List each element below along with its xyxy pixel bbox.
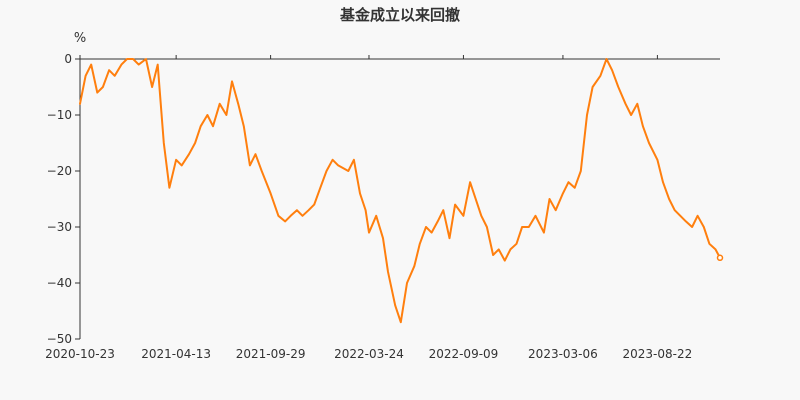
y-tick-label: −10 (47, 108, 72, 122)
x-tick-label: 2022-09-09 (429, 347, 499, 361)
x-tick-label: 2020-10-23 (45, 347, 115, 361)
drawdown-line (79, 58, 721, 324)
y-tick-label: 0 (64, 52, 72, 66)
x-tick-label: 2021-04-13 (141, 347, 211, 361)
x-tick-label: 2022-03-24 (334, 347, 404, 361)
chart-title: 基金成立以来回撤 (339, 6, 460, 24)
y-tick-label: −20 (47, 164, 72, 178)
y-tick-label: −50 (47, 332, 72, 346)
series-layer (79, 58, 724, 324)
y-tick-label: −30 (47, 220, 72, 234)
x-tick-label: 2021-09-29 (236, 347, 306, 361)
last-point-marker (716, 254, 724, 262)
x-tick-label: 2023-03-06 (528, 347, 598, 361)
y-tick-label: −40 (47, 276, 72, 290)
y-axis-unit: % (74, 31, 86, 46)
x-tick-label: 2023-08-22 (623, 347, 693, 361)
